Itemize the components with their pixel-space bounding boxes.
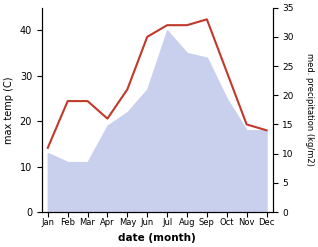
Y-axis label: med. precipitation (kg/m2): med. precipitation (kg/m2) [305,53,314,166]
Y-axis label: max temp (C): max temp (C) [4,76,14,144]
X-axis label: date (month): date (month) [118,233,196,243]
